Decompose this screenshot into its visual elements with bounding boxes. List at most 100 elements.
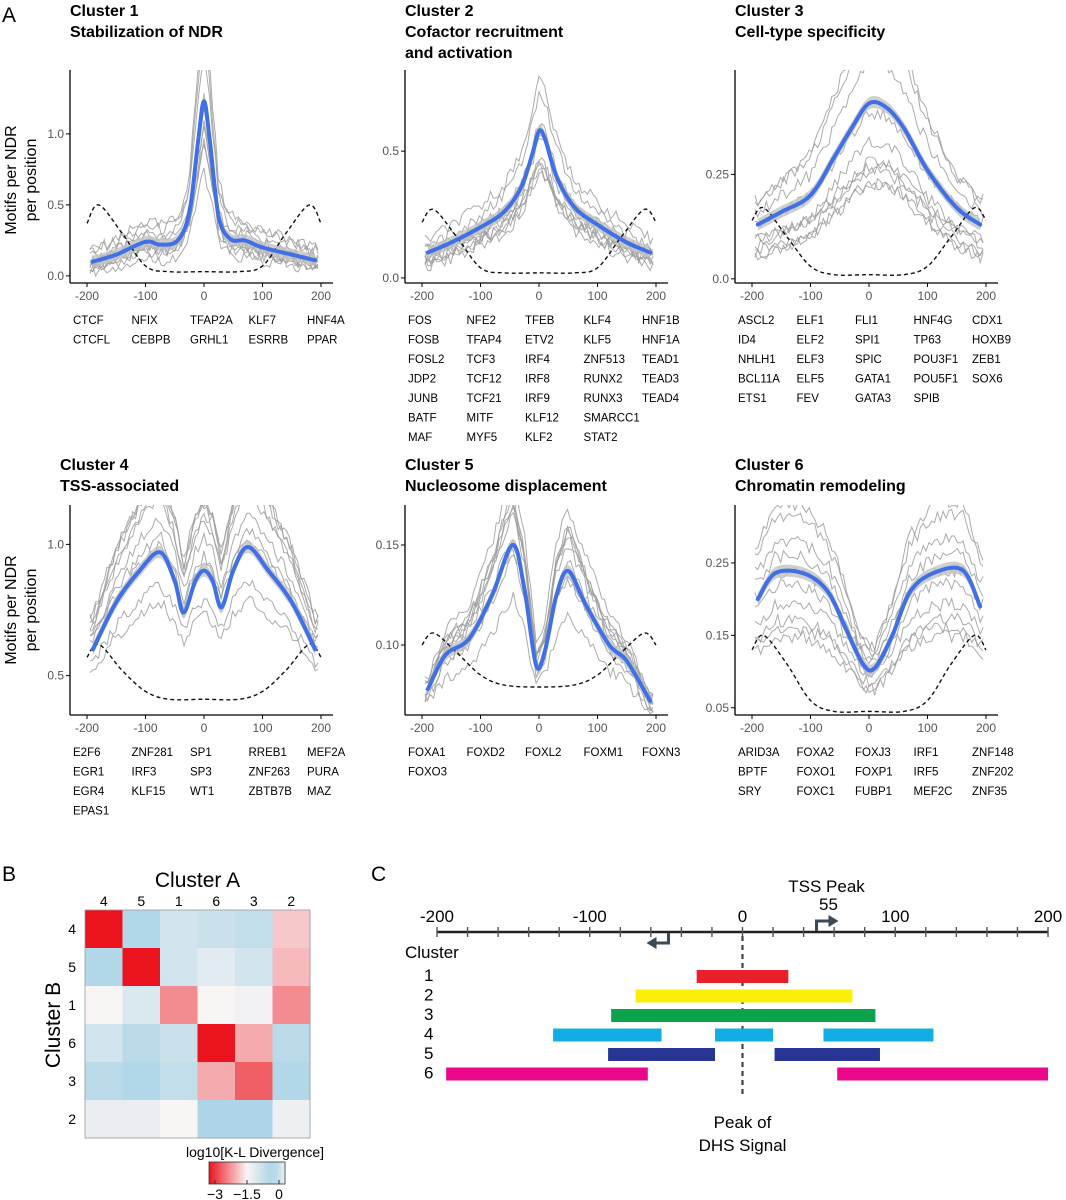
y-tick-label: 1.0 <box>47 537 64 551</box>
cluster-interval-bar <box>446 1067 648 1081</box>
cluster-interval-bar <box>611 1009 876 1022</box>
chart-title: Cluster 4 <box>60 457 129 474</box>
x-tick-label: 0 <box>201 289 208 303</box>
y-tick-label: 0.5 <box>47 669 64 683</box>
x-tick-label: -200 <box>740 289 764 303</box>
colorbar-label: log10[K-L Divergence] <box>186 1144 324 1160</box>
motif-label: FOXD2 <box>467 747 505 759</box>
heatmap-row-label: 4 <box>68 921 76 937</box>
heatmap-cell <box>272 910 311 949</box>
motif-label: ID4 <box>738 335 757 347</box>
heatmap-cell <box>122 1024 161 1063</box>
motif-label: IRF1 <box>914 747 939 759</box>
chart-subtitle: Cell-type specificity <box>735 24 885 41</box>
chart-title: Cluster 6 <box>735 457 804 474</box>
motif-trace-line <box>754 135 984 251</box>
motif-label: ETV2 <box>525 335 554 347</box>
heatmap-cell <box>235 1100 273 1139</box>
motif-trace-line <box>89 108 319 269</box>
profile-chart-1: Cluster 1 Stabilization of NDR 0.0 0.5 1.0 -2… <box>47 3 345 347</box>
heatmap-cell <box>197 986 236 1025</box>
motif-label: FOSB <box>408 335 440 347</box>
colorbar-tick-label: −1.5 <box>233 1186 261 1200</box>
motif-label: FOXJ3 <box>855 747 891 759</box>
y-axis-label-top-line1: Motifs per NDR <box>3 125 20 234</box>
cluster-interval-bar <box>553 1028 662 1042</box>
y-tick-label: 0.5 <box>382 144 399 158</box>
motif-label: FOXA2 <box>797 747 835 759</box>
motif-label: MEF2C <box>914 786 953 798</box>
motif-label: HNF4A <box>307 315 345 327</box>
motif-trace-line <box>89 167 319 278</box>
tss-forward-arrow-icon <box>815 919 831 931</box>
y-tick-label: 0.15 <box>706 628 730 642</box>
x-tick-label: -100 <box>468 721 492 735</box>
heatmap-col-label: 4 <box>100 893 108 909</box>
motif-label: FOXO3 <box>408 767 447 779</box>
interval-axis-label: -100 <box>573 907 607 926</box>
y-tick-label: 0.10 <box>376 638 400 652</box>
chart-subtitle: Stabilization of NDR <box>70 24 223 41</box>
nucleosome-occupancy-line <box>751 206 987 276</box>
motif-label: CDX1 <box>972 315 1003 327</box>
motif-trace-line <box>754 70 984 207</box>
interval-axis-label: 200 <box>1034 907 1062 926</box>
heatmap-cell <box>122 948 161 987</box>
x-tick-label: 200 <box>976 289 996 303</box>
motif-trace-line <box>89 512 319 639</box>
motif-label: FOXL2 <box>525 747 561 759</box>
y-tick-label: 0.15 <box>376 538 400 552</box>
kl-divergence-heatmap: Cluster A 4 5 1 6 3 2 4 5 1 6 3 2 Cluster B log10[K-L … <box>42 869 324 1200</box>
chart-title: Cluster 3 <box>735 3 804 20</box>
y-tick-label: 0.5 <box>47 198 64 212</box>
cluster-header: Cluster <box>405 943 459 962</box>
cluster-mean-line <box>425 128 653 255</box>
motif-label: ZNF263 <box>249 767 291 779</box>
heatmap-x-title: Cluster A <box>155 869 240 892</box>
heatmap-row-label: 2 <box>68 1111 76 1127</box>
motif-label: SMARCC1 <box>584 413 640 425</box>
cluster-interval-bar <box>696 970 789 983</box>
x-tick-label: 100 <box>917 721 937 735</box>
heatmap-cell <box>235 986 273 1025</box>
motif-label: FEV <box>797 393 820 405</box>
motif-trace-line <box>424 511 654 705</box>
motif-trace-line <box>754 629 984 696</box>
motif-trace-line <box>89 505 319 632</box>
heatmap-cell <box>235 948 273 987</box>
y-axis-label-top-line2: per position <box>23 139 40 222</box>
nucleosome-occupancy-line <box>751 634 987 713</box>
motif-label: KLF7 <box>249 315 277 327</box>
motif-trace-line <box>754 577 984 679</box>
motif-label: MITF <box>467 413 494 425</box>
heatmap-cell <box>235 910 273 949</box>
motif-label: ELF1 <box>797 315 825 327</box>
colorbar-tick-label: −3 <box>207 1186 223 1200</box>
profile-chart-5: Cluster 5 Nucleosome displacement 0.10 0.15… <box>376 457 681 779</box>
motif-trace-line <box>89 579 319 669</box>
heatmap-cell <box>122 1100 161 1139</box>
motif-label: TCF21 <box>467 393 502 405</box>
tss-peak-value: 55 <box>819 895 838 914</box>
tss-reverse-arrow-icon <box>654 933 670 945</box>
heatmap-cell <box>85 1062 123 1101</box>
chart-subtitle: Cofactor recruitment <box>405 24 564 41</box>
plot-area <box>86 505 322 701</box>
panel-label-b: B <box>2 863 16 886</box>
panel-label-c: C <box>371 863 386 886</box>
y-tick-label: 0.0 <box>47 269 64 283</box>
x-tick-label: -200 <box>410 721 434 735</box>
x-tick-label: 100 <box>252 721 272 735</box>
motif-label: ZBTB7B <box>249 786 293 798</box>
nucleosome-occupancy-line <box>421 208 657 274</box>
motif-trace-line <box>754 596 984 679</box>
x-tick-label: -100 <box>798 289 822 303</box>
cluster-mean-line <box>755 100 983 227</box>
cluster-interval-bar <box>635 989 853 1003</box>
motif-trace-line <box>424 592 654 715</box>
motif-trace-line <box>754 563 984 665</box>
tss-peak-title: TSS Peak <box>788 877 865 896</box>
motif-label: ASCL2 <box>738 315 774 327</box>
cluster-mean-line <box>425 543 653 703</box>
